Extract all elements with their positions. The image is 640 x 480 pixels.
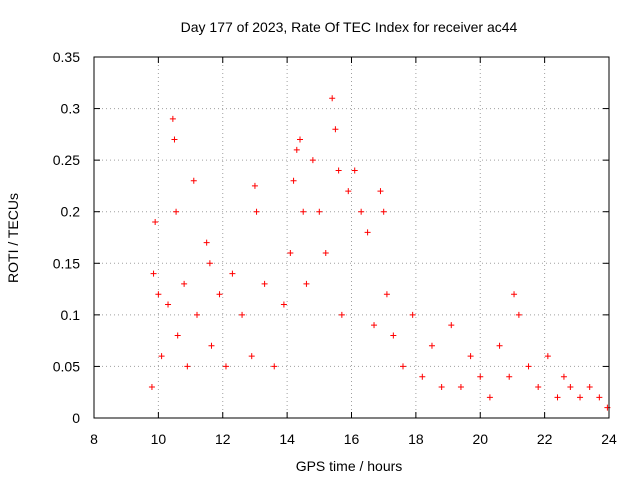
data-point: [577, 394, 584, 401]
data-point: [229, 270, 236, 277]
data-point: [358, 208, 365, 215]
data-point: [184, 363, 191, 370]
data-point: [239, 311, 246, 318]
data-point: [486, 394, 493, 401]
data-point: [511, 291, 518, 298]
data-point: [297, 136, 303, 143]
data-point: [544, 353, 551, 360]
data-point: [506, 373, 513, 380]
x-tick-label: 12: [215, 431, 231, 447]
y-tick-label: 0.25: [53, 152, 80, 168]
y-tick-label: 0.2: [61, 204, 81, 220]
data-point: [150, 270, 157, 277]
data-point: [345, 188, 352, 195]
data-point: [248, 353, 255, 360]
y-tick-label: 0.1: [61, 307, 81, 323]
data-point: [364, 229, 371, 236]
data-point: [338, 311, 345, 318]
data-point: [173, 208, 180, 215]
data-point: [409, 311, 416, 318]
data-point: [222, 363, 229, 370]
data-point: [448, 322, 455, 329]
data-point: [206, 260, 213, 267]
data-point: [560, 373, 567, 380]
y-tick-label: 0.15: [53, 255, 80, 271]
x-tick-label: 22: [537, 431, 553, 447]
chart-title: Day 177 of 2023, Rate Of TEC Index for r…: [181, 19, 518, 35]
data-point: [467, 353, 474, 360]
data-point: [251, 182, 258, 189]
x-tick-label: 18: [408, 431, 424, 447]
data-point: [169, 115, 176, 122]
data-point: [371, 322, 378, 329]
x-tick-label: 24: [601, 431, 617, 447]
x-tick-label: 16: [344, 431, 360, 447]
data-point: [351, 167, 358, 174]
data-point: [174, 332, 181, 339]
data-point: [271, 363, 278, 370]
grid-lines: [94, 57, 609, 418]
data-point: [596, 394, 603, 401]
data-point: [171, 136, 178, 143]
y-tick-label: 0: [72, 410, 80, 426]
data-point: [477, 373, 484, 380]
x-tick-label: 8: [90, 431, 98, 447]
data-point: [194, 311, 200, 318]
data-point: [457, 384, 464, 391]
data-point: [400, 363, 406, 370]
data-point: [293, 146, 300, 153]
data-point: [380, 208, 387, 215]
data-point: [316, 208, 323, 215]
data-point: [155, 291, 162, 298]
data-point: [165, 301, 172, 308]
data-point: [377, 188, 384, 195]
data-point: [300, 208, 307, 215]
data-point: [290, 177, 297, 184]
data-point: [515, 311, 522, 318]
data-point: [287, 249, 294, 256]
data-point: [428, 342, 435, 349]
x-tick-label: 20: [472, 431, 488, 447]
data-point: [496, 342, 503, 349]
data-point: [554, 394, 561, 401]
data-points: [148, 95, 611, 411]
y-tick-label: 0.35: [53, 49, 80, 65]
data-point: [253, 208, 260, 215]
data-point: [525, 363, 532, 370]
data-point: [203, 239, 210, 246]
data-point: [216, 291, 223, 298]
axis-ticks: 8 10 12 14 16 18 20 22 24 0 0.05 0.1 0.15 0.2 0.25 0.3 0…: [53, 49, 617, 447]
data-point: [390, 332, 397, 339]
data-point: [261, 280, 268, 287]
x-tick-label: 14: [279, 431, 295, 447]
x-tick-label: 10: [151, 431, 167, 447]
data-point: [181, 280, 188, 287]
y-tick-label: 0.3: [61, 101, 81, 117]
data-point: [567, 384, 574, 391]
data-point: [335, 167, 342, 174]
data-point: [329, 95, 336, 102]
data-point: [190, 177, 197, 184]
y-axis-label: ROTI / TECUs: [5, 193, 21, 283]
data-point: [309, 157, 316, 164]
data-point: [586, 384, 593, 391]
data-point: [322, 249, 329, 256]
data-point: [303, 280, 310, 287]
data-point: [152, 219, 159, 226]
data-point: [148, 384, 155, 391]
data-point: [158, 353, 165, 360]
y-tick-label: 0.05: [53, 358, 80, 374]
data-point: [535, 384, 542, 391]
data-point: [419, 373, 426, 380]
data-point: [280, 301, 287, 308]
data-point: [438, 384, 445, 391]
data-point: [332, 126, 339, 133]
data-point: [383, 291, 390, 298]
x-axis-label: GPS time / hours: [296, 458, 403, 474]
data-point: [208, 342, 215, 349]
